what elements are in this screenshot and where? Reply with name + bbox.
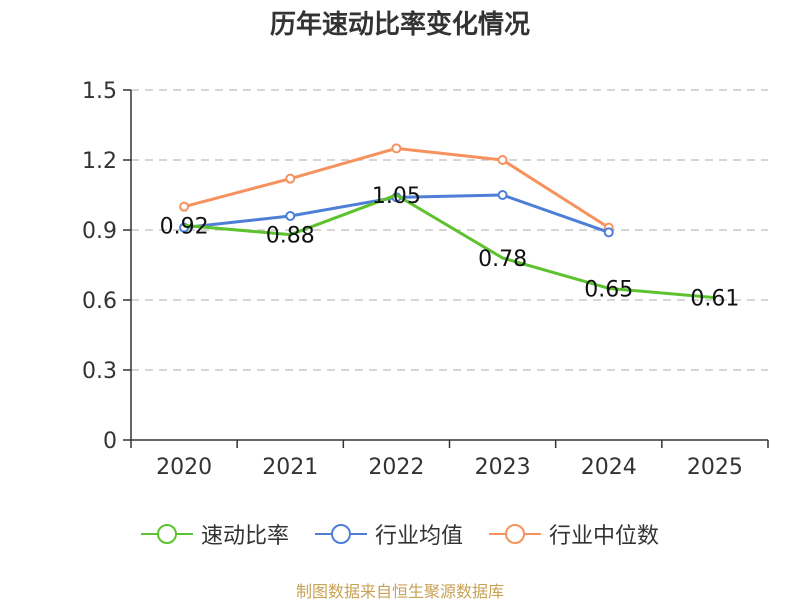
legend-item-industry-median[interactable]: 行业中位数 xyxy=(489,518,659,550)
x-tick-label-2025: 2025 xyxy=(687,455,743,480)
source-note: 制图数据来自恒生聚源数据库 xyxy=(295,582,504,601)
data-label-2022: 1.05 xyxy=(372,184,421,209)
data-label-2024: 0.65 xyxy=(584,277,633,302)
series-1-point-2021 xyxy=(285,211,296,221)
data-label-2023: 0.78 xyxy=(478,247,527,272)
x-tick-label-2020: 2020 xyxy=(156,455,212,480)
x-tick-label-2022: 2022 xyxy=(368,455,424,480)
data-label-2021: 0.88 xyxy=(266,224,315,249)
legend-swatch-industry-median-icon xyxy=(489,524,541,544)
legend-swatch-industry-mean-icon xyxy=(314,524,367,544)
y-tick-label-0: 0 xyxy=(103,429,117,454)
data-label-2020: 0.92 xyxy=(160,214,209,239)
series-2-point-2021 xyxy=(285,173,296,184)
series-1-point-2023 xyxy=(497,190,508,200)
legend-label-quick-ratio: 速动比率 xyxy=(200,524,289,549)
series-2-point-2020 xyxy=(179,201,190,212)
legend: 速动比率 行业均值 行业中位数 xyxy=(0,518,800,550)
series-2-point-2022 xyxy=(391,143,402,154)
legend-item-quick-ratio[interactable]: 速动比率 xyxy=(140,518,289,550)
data-labels: 0.92 0.88 1.05 0.78 0.65 0.61 xyxy=(160,184,740,312)
series-2-point-2023 xyxy=(497,155,508,165)
data-label-2025: 0.61 xyxy=(690,287,739,312)
x-tick-label-2021: 2021 xyxy=(262,455,318,480)
y-tick-label-5: 1.5 xyxy=(82,79,117,104)
y-tick-label-1: 0.3 xyxy=(82,359,117,384)
axes: 0 0.3 0.6 0.9 1.2 1.5 2020 2021 2022 2023 2024 2025 xyxy=(82,79,769,480)
x-tick-label-2023: 2023 xyxy=(475,455,531,480)
series-1-point-2024 xyxy=(603,227,614,238)
series-layer xyxy=(179,143,716,300)
chart-title: 历年速动比率变化情况 xyxy=(269,10,530,40)
legend-label-industry-median: 行业中位数 xyxy=(549,524,660,549)
legend-label-industry-mean: 行业均值 xyxy=(374,524,463,549)
series-line-0 xyxy=(183,193,716,300)
y-tick-label-3: 0.9 xyxy=(82,219,117,244)
y-tick-label-2: 0.6 xyxy=(82,289,117,314)
x-tick-label-2024: 2024 xyxy=(581,455,637,480)
legend-item-industry-mean[interactable]: 行业均值 xyxy=(314,518,463,550)
y-tick-label-4: 1.2 xyxy=(82,149,117,174)
legend-swatch-quick-ratio-icon xyxy=(140,524,193,544)
